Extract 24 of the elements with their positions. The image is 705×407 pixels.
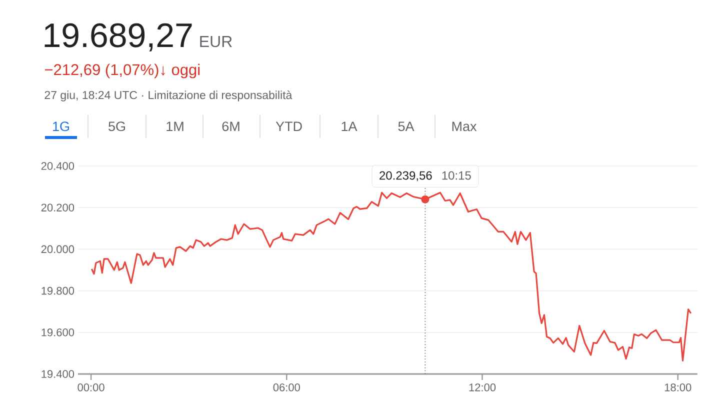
- y-tick-label: 20.200: [41, 204, 74, 212]
- y-tick-label: 19.800: [42, 286, 74, 295]
- x-tick-label: 06:00: [273, 384, 300, 392]
- text: −212,69 (1,07%)↓ oggi: [44, 64, 200, 78]
- text: 1M: [166, 122, 184, 131]
- x-tick-label: 12:00: [469, 384, 496, 392]
- text: 5A: [398, 122, 414, 132]
- x-tick-label: 00:00: [78, 384, 104, 392]
- ref-line-label: 10:15: [442, 171, 471, 180]
- chart-title: 19.689,27: [44, 23, 192, 52]
- chart-subtitle: EUR: [200, 36, 232, 48]
- text: Max: [452, 122, 477, 132]
- text: 27 giu, 18:24 UTC · Limitazione di responsabilità: [44, 90, 292, 102]
- text: 5G: [108, 122, 126, 132]
- annotation: 20.239,56: [380, 171, 432, 182]
- y-tick-label: 20.000: [41, 245, 74, 254]
- text: 1G: [53, 122, 70, 132]
- text: 1A: [342, 122, 358, 131]
- text: 6M: [222, 122, 240, 132]
- y-tick-label: 19.400: [42, 370, 74, 378]
- text: YTD: [276, 122, 302, 131]
- y-tick-label: 20.400: [41, 162, 74, 170]
- x-tick-label: 18:00: [664, 384, 692, 392]
- y-tick-label: 19.600: [42, 328, 74, 336]
